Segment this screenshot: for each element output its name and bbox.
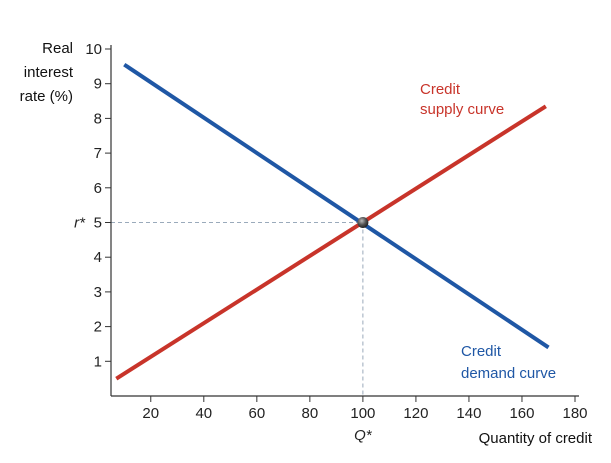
x-tick-label: 100 [350,405,375,422]
y-tick-label: 8 [94,110,102,127]
x-tick-label: 160 [509,405,534,422]
demand-curve-label-line-1: Credit [461,343,502,360]
x-tick-label: 40 [195,405,212,422]
y-axis-title-line-2: interest [24,64,74,81]
y-tick-label: 10 [85,41,102,58]
y-axis-ticks: 1 2 3 4 5 6 7 8 9 10 [85,41,111,370]
y-tick-label: 1 [94,353,102,370]
y-tick-label: 4 [94,249,102,266]
y-tick-label: 7 [94,145,102,162]
y-tick-label: 3 [94,284,102,301]
x-tick-label: 20 [142,405,159,422]
equilibrium-quantity-label: Q* [354,427,373,444]
y-tick-label: 2 [94,319,102,336]
y-tick-label: 6 [94,180,102,197]
y-tick-label: 9 [94,76,102,93]
x-tick-label: 120 [403,405,428,422]
equilibrium-rate-label: r* [74,215,86,232]
x-tick-label: 140 [456,405,481,422]
equilibrium-point [357,217,369,228]
x-tick-label: 180 [562,405,587,422]
y-tick-label: 5 [94,215,102,232]
x-tick-label: 60 [248,405,265,422]
x-axis-ticks: 20 40 60 80 100 120 140 160 180 [142,396,588,422]
x-axis-title: Quantity of credit [479,430,593,447]
supply-curve-label-line-1: Credit [420,81,461,98]
demand-curve-label-line-2: demand curve [461,365,556,382]
y-axis-title-line-3: rate (%) [20,88,73,105]
credit-supply-curve [115,104,547,381]
supply-curve-label-line-2: supply curve [420,101,504,118]
x-tick-label: 80 [302,405,319,422]
y-axis-title-line-1: Real [42,40,73,57]
credit-demand-curve [123,62,550,350]
